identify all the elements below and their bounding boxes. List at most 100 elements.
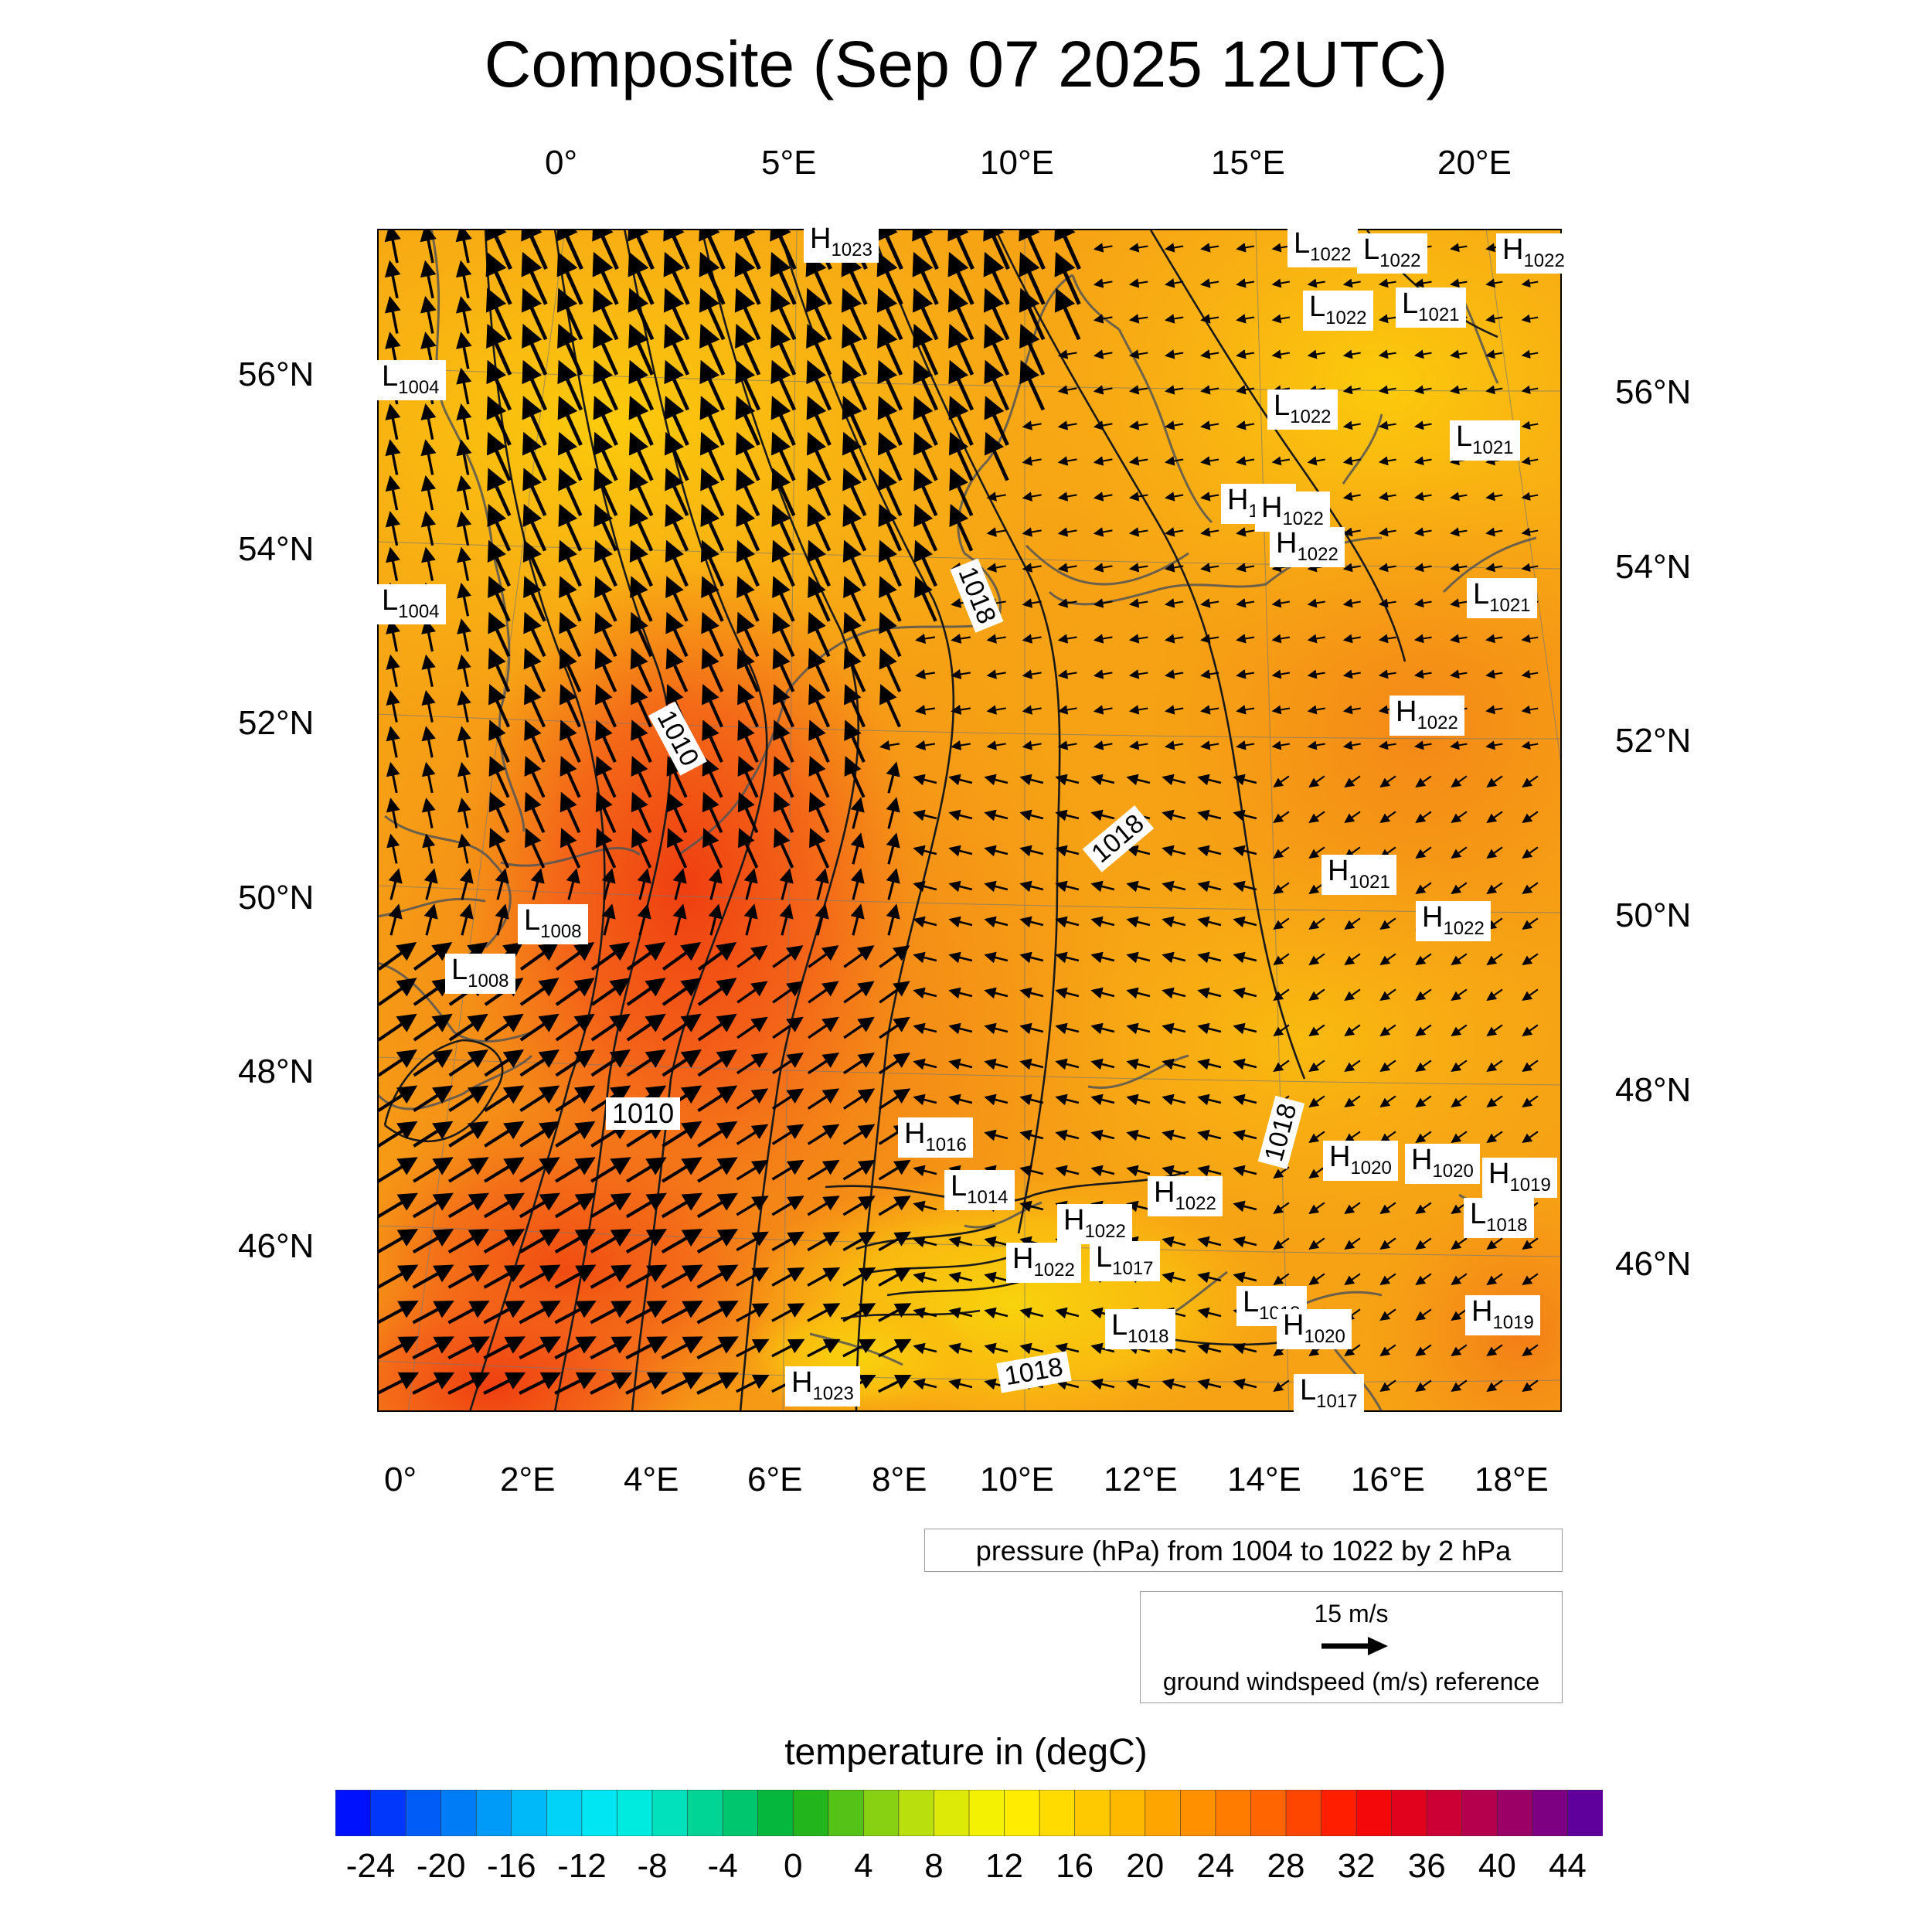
wind-arrow	[850, 868, 865, 900]
wind-arrow	[523, 576, 546, 622]
wind-arrow	[806, 323, 832, 376]
wind-arrow	[1200, 598, 1219, 608]
wind-arrow	[737, 756, 759, 798]
wind-arrow	[1485, 563, 1503, 573]
wind-arrow	[948, 1307, 973, 1319]
wind-arrow	[913, 431, 938, 481]
pressure-center: L1018	[1464, 1198, 1534, 1238]
wind-arrow	[1162, 845, 1186, 857]
wind-arrow	[1057, 598, 1077, 608]
wind-arrow	[1522, 811, 1539, 824]
wind-arrow	[590, 1157, 631, 1183]
wind-arrow	[594, 576, 617, 622]
wind-arrow	[457, 798, 471, 828]
wind-arrow	[948, 431, 974, 481]
wind-arrow	[420, 474, 437, 511]
wind-arrow	[1486, 846, 1503, 859]
pressure-center-value: 1018	[1486, 1215, 1528, 1236]
wind-arrow	[522, 431, 547, 481]
pressure-center-value: 1023	[831, 240, 872, 260]
wind-arrow	[664, 323, 690, 376]
right-lat-label: 48°N	[1615, 1071, 1692, 1109]
wind-arrow	[1022, 740, 1042, 750]
pressure-center-type: L	[951, 1170, 968, 1202]
wind-arrow	[1093, 740, 1113, 750]
wind-arrow	[590, 1372, 633, 1395]
wind-arrow	[557, 359, 583, 411]
wind-arrow	[555, 1013, 595, 1042]
wind-arrow	[808, 1016, 839, 1039]
wind-arrow	[708, 903, 723, 936]
wind-arrow	[630, 611, 653, 658]
wind-arrow	[386, 618, 401, 652]
pressure-center: H1022	[1389, 696, 1464, 736]
colorbar-swatch	[405, 1790, 442, 1836]
wind-arrow	[1342, 563, 1361, 573]
bottom-lon-label: 6°E	[747, 1461, 803, 1498]
wind-arrow	[1164, 314, 1184, 324]
wind-arrow	[879, 1016, 910, 1039]
wind-arrow	[1415, 1273, 1432, 1286]
wind-arrow	[1451, 882, 1468, 895]
wind-arrow	[948, 1058, 973, 1070]
colorbar-tick-label: 36	[1407, 1847, 1446, 1885]
wind-arrow	[1342, 598, 1361, 608]
wind-arrow	[377, 1264, 419, 1289]
right-lat-label: 54°N	[1615, 548, 1692, 586]
pressure-center: H1022	[1057, 1204, 1132, 1244]
wind-arrow	[1197, 1271, 1222, 1284]
wind-arrow	[1273, 1237, 1290, 1250]
wind-arrow	[423, 903, 438, 936]
wind-arrow	[555, 1049, 595, 1077]
wind-arrow	[984, 809, 1009, 821]
wind-arrow	[736, 1016, 768, 1039]
pressure-center-value: 1022	[1310, 244, 1352, 265]
wind-arrow	[665, 539, 689, 587]
pressure-center-value: 1017	[1316, 1391, 1358, 1412]
wind-arrow	[1378, 669, 1396, 679]
wind-arrow	[672, 903, 687, 936]
wind-arrow	[1128, 598, 1148, 608]
wind-arrow	[1162, 1129, 1186, 1141]
wind-arrow	[736, 1375, 770, 1393]
wind-arrow	[594, 468, 618, 517]
pressure-center-value: 1020	[1432, 1161, 1474, 1182]
wind-arrow	[421, 798, 436, 828]
wind-arrow	[1344, 1202, 1361, 1215]
wind-arrow	[1057, 492, 1077, 502]
wind-arrow	[420, 229, 437, 264]
wind-arrow	[1126, 845, 1151, 857]
wind-arrow	[1022, 634, 1042, 644]
wind-arrow	[522, 323, 548, 376]
pressure-center-value: 1020	[1350, 1158, 1392, 1179]
wind-arrow	[697, 978, 737, 1006]
left-lat-label: 48°N	[238, 1053, 315, 1090]
wind-arrow	[844, 719, 866, 763]
wind-arrow	[984, 1307, 1009, 1319]
wind-arrow	[556, 251, 583, 305]
wind-arrow	[1415, 1379, 1432, 1393]
wind-arrow	[1485, 740, 1503, 750]
wind-arrow	[385, 439, 401, 475]
wind-arrow	[735, 431, 760, 481]
wind-arrow	[736, 1053, 769, 1075]
wind-arrow	[386, 798, 400, 828]
wind-arrow	[1522, 1237, 1539, 1250]
wind-arrow	[1236, 314, 1255, 324]
wind-arrow	[696, 1372, 740, 1395]
wind-arrow	[1022, 705, 1042, 715]
wind-arrow	[1126, 1022, 1151, 1035]
wind-arrow	[947, 251, 975, 305]
wind-arrow	[448, 1085, 489, 1113]
wind-arrow	[1019, 916, 1044, 928]
pressure-center-type: H	[1283, 1309, 1304, 1342]
wind-arrow	[447, 1229, 490, 1253]
wind-arrow	[842, 1267, 876, 1287]
wind-arrow	[1126, 1200, 1151, 1213]
wind-arrow	[1019, 1022, 1044, 1035]
wind-arrow	[1378, 598, 1396, 608]
pressure-center: L1018	[1105, 1309, 1175, 1349]
wind-arrow	[948, 916, 973, 928]
pressure-center: L1021	[1467, 578, 1537, 618]
wind-arrow	[1344, 1095, 1361, 1108]
